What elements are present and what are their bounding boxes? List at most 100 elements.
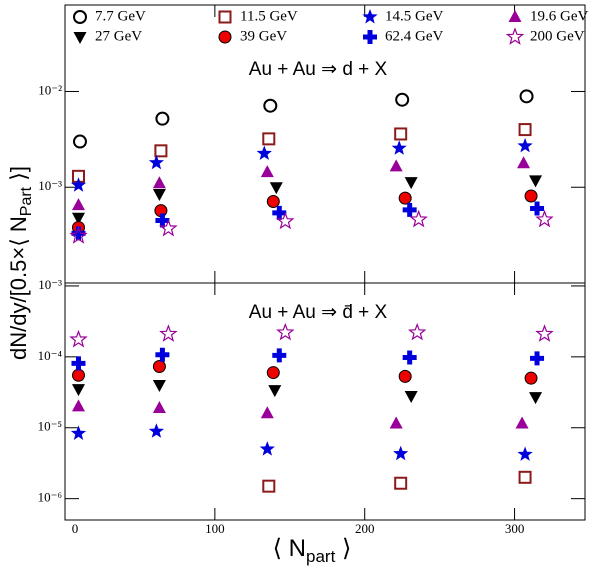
marker <box>394 476 408 490</box>
legend-marker <box>218 10 232 24</box>
y-label-end: ⟩] <box>6 166 31 187</box>
legend-label: 62.4 GeV <box>385 28 443 44</box>
marker <box>152 360 166 374</box>
marker <box>70 177 87 192</box>
x-tick-label: 100 <box>205 521 225 536</box>
marker <box>517 156 531 169</box>
marker <box>260 406 274 419</box>
y-tick-label: 10⁻⁵ <box>38 419 62 434</box>
marker <box>152 188 166 201</box>
marker <box>393 445 409 461</box>
marker <box>262 132 276 146</box>
legend-label: 14.5 GeV <box>385 8 443 24</box>
marker <box>72 134 87 149</box>
x-axis-label: ⟨ Npart ⟩ <box>273 535 352 566</box>
marker <box>398 369 412 383</box>
marker <box>402 350 417 365</box>
marker <box>529 175 543 188</box>
legend-label: 27 GeV <box>95 28 142 44</box>
marker <box>71 226 86 241</box>
marker <box>518 470 532 484</box>
marker <box>391 140 407 155</box>
marker <box>262 479 276 493</box>
marker <box>394 127 408 141</box>
marker <box>155 213 170 228</box>
marker <box>535 209 554 228</box>
marker <box>389 416 403 429</box>
marker <box>266 366 280 380</box>
marker <box>71 399 85 412</box>
marker <box>71 368 85 382</box>
marker <box>152 400 166 413</box>
legend-marker <box>505 27 525 45</box>
marker <box>530 201 545 216</box>
legend-label: 200 GeV <box>530 28 585 44</box>
y-tick-label: 10⁻⁶ <box>38 490 62 505</box>
legend-marker <box>73 10 87 24</box>
legend-label: 39 GeV <box>240 28 287 44</box>
marker <box>159 218 178 237</box>
marker <box>268 385 282 398</box>
marker <box>395 92 410 107</box>
marker <box>529 392 543 405</box>
marker <box>69 226 88 244</box>
y-tick-label: 10⁻² <box>38 82 62 97</box>
marker <box>159 324 178 342</box>
marker <box>259 441 275 456</box>
marker <box>515 416 529 429</box>
marker <box>519 89 534 104</box>
y-tick-label: 10⁻³ <box>38 277 62 292</box>
marker <box>398 191 412 205</box>
x-label-sub: part <box>306 547 336 566</box>
marker <box>148 154 164 170</box>
marker <box>69 329 88 348</box>
legend-marker <box>508 10 522 22</box>
marker <box>272 348 287 363</box>
marker <box>407 322 427 341</box>
marker <box>409 209 428 228</box>
legend-label: 7.7 GeV <box>95 8 146 24</box>
x-tick-label: 300 <box>505 521 525 536</box>
marker <box>71 212 85 225</box>
legend-marker <box>73 32 87 44</box>
marker <box>517 446 533 461</box>
plot-frame <box>64 282 586 521</box>
y-label-main: dN/dy/[0.5×⟨ N <box>6 216 31 360</box>
marker <box>155 111 170 126</box>
marker <box>71 384 85 397</box>
annotation: Au + Au ⇒ d̄ + X <box>249 302 388 323</box>
x-label-end: ⟩ <box>335 535 351 562</box>
marker <box>276 211 295 230</box>
marker <box>389 159 403 172</box>
marker <box>530 351 545 366</box>
marker <box>404 391 418 404</box>
y-tick-label: 10⁻³ <box>38 178 62 193</box>
marker <box>263 98 278 113</box>
y-tick-label: 10⁻⁴ <box>38 348 63 363</box>
x-label-main: ⟨ N <box>273 535 306 562</box>
marker <box>524 371 538 385</box>
marker <box>402 202 417 217</box>
marker <box>70 425 87 440</box>
marker <box>518 123 532 137</box>
legend-marker <box>363 30 377 44</box>
marker <box>269 182 283 195</box>
marker <box>256 145 272 160</box>
marker <box>71 198 85 211</box>
marker <box>404 177 418 190</box>
y-axis-label: dN/dy/[0.5×⟨ NPart ⟩] <box>6 166 35 360</box>
marker <box>276 322 295 341</box>
legend-marker <box>362 9 378 24</box>
y-label-sub: Part <box>18 186 35 216</box>
marker <box>155 347 170 362</box>
marker <box>152 380 166 393</box>
marker <box>517 137 533 153</box>
x-tick-label: 200 <box>355 521 375 536</box>
x-tick-label: 0 <box>72 521 79 536</box>
marker <box>152 176 166 189</box>
marker <box>535 324 554 342</box>
marker <box>71 356 86 371</box>
marker <box>266 194 280 208</box>
marker <box>260 165 274 178</box>
